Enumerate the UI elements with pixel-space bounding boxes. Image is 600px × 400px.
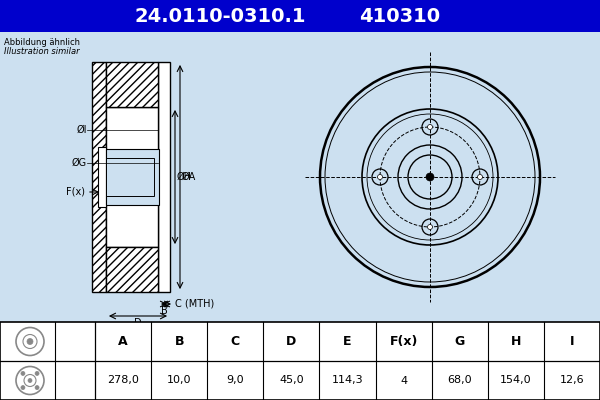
Text: 45,0: 45,0 [279, 376, 304, 386]
Bar [106, 149, 159, 205]
Text: B: B [175, 335, 184, 348]
Bar [98, 147, 106, 207]
Text: D: D [286, 335, 296, 348]
Text: D: D [134, 318, 142, 328]
Circle shape [377, 174, 383, 180]
Text: 4: 4 [400, 376, 407, 386]
Text: 114,3: 114,3 [332, 376, 364, 386]
Circle shape [426, 173, 434, 181]
Text: A: A [118, 335, 128, 348]
Bar [106, 158, 154, 196]
Circle shape [35, 386, 39, 390]
Circle shape [21, 372, 25, 376]
Bar [158, 62, 170, 292]
Circle shape [427, 224, 433, 230]
Text: B: B [161, 306, 167, 316]
Text: 10,0: 10,0 [167, 376, 191, 386]
Bar [106, 62, 158, 107]
Text: F(x): F(x) [66, 187, 85, 197]
Circle shape [28, 378, 32, 382]
Bar [106, 107, 158, 247]
Text: ØE: ØE [130, 172, 144, 182]
Text: Illustration similar: Illustration similar [4, 47, 80, 56]
Text: ØG: ØG [72, 158, 87, 168]
Bar [0, 0, 600, 32]
Text: 68,0: 68,0 [448, 376, 472, 386]
Circle shape [427, 124, 433, 130]
Text: 154,0: 154,0 [500, 376, 532, 386]
Circle shape [478, 174, 482, 180]
Text: G: G [455, 335, 465, 348]
Text: ØA: ØA [182, 172, 196, 182]
Circle shape [35, 372, 39, 376]
Text: Abbildung ähnlich: Abbildung ähnlich [4, 38, 80, 47]
Text: 24.0110-0310.1: 24.0110-0310.1 [134, 6, 306, 26]
Text: F(x): F(x) [389, 335, 418, 348]
Text: 12,6: 12,6 [560, 376, 584, 386]
Text: ØI: ØI [77, 125, 87, 135]
Circle shape [27, 338, 33, 344]
Bar [0, 322, 600, 400]
Bar [92, 62, 106, 292]
Text: E: E [343, 335, 352, 348]
Text: I: I [569, 335, 574, 348]
Text: C (MTH): C (MTH) [175, 299, 214, 309]
Text: C: C [231, 335, 240, 348]
Text: 278,0: 278,0 [107, 376, 139, 386]
Text: H: H [511, 335, 521, 348]
Bar [106, 247, 158, 292]
Text: 410310: 410310 [359, 6, 440, 26]
Circle shape [21, 386, 25, 390]
Text: 9,0: 9,0 [226, 376, 244, 386]
Text: ØH: ØH [177, 172, 192, 182]
